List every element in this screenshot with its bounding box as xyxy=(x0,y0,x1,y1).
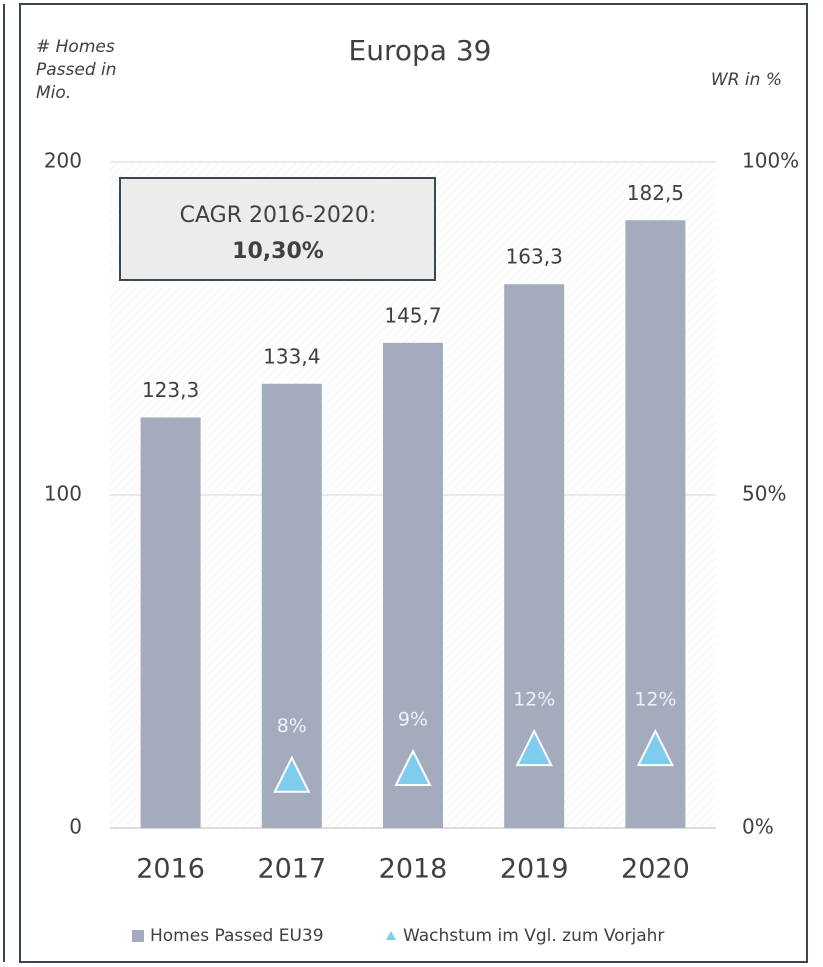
legend-swatch xyxy=(386,931,396,940)
data-label: 182,5 xyxy=(627,181,684,205)
y-tick-label: 0 xyxy=(69,815,82,839)
y2-tick-label: 50% xyxy=(742,482,786,506)
data-label: 9% xyxy=(398,709,428,731)
bar xyxy=(625,220,686,828)
annotation-value: 10,30% xyxy=(232,239,324,264)
x-tick-label: 2020 xyxy=(621,854,690,885)
marker xyxy=(394,748,432,787)
x-tick-label: 2016 xyxy=(136,854,205,885)
y-axis-label: # Homes Passed in Mio. xyxy=(36,37,117,103)
marker xyxy=(636,728,675,767)
bar xyxy=(261,383,322,828)
y2-tick-label: 100% xyxy=(742,149,799,173)
data-label: 123,3 xyxy=(142,378,199,402)
annotation-title: CAGR 2016-2020: xyxy=(180,203,377,228)
legend-swatch xyxy=(132,930,144,942)
x-tick-label: 2017 xyxy=(257,854,326,885)
data-label: 12% xyxy=(513,689,555,711)
bar xyxy=(383,342,443,828)
data-label: 145,7 xyxy=(384,303,441,327)
marker xyxy=(273,755,311,793)
y-tick-label: 100 xyxy=(44,482,82,506)
legend-label: Wachstum im Vgl. zum Vorjahr xyxy=(403,926,664,946)
x-tick-label: 2018 xyxy=(379,854,448,885)
marker xyxy=(515,728,553,767)
data-label: 8% xyxy=(277,715,307,737)
x-tick-label: 2019 xyxy=(500,854,569,885)
data-label: 12% xyxy=(634,689,676,711)
chart-title: Europa 39 xyxy=(349,34,492,67)
annotation-box xyxy=(119,177,436,281)
data-label: 133,4 xyxy=(263,344,320,368)
legend-label: Homes Passed EU39 xyxy=(150,926,324,946)
data-label: 163,3 xyxy=(506,245,563,269)
y2-axis-label: WR in % xyxy=(711,70,782,90)
bar xyxy=(140,417,201,828)
y2-tick-label: 0% xyxy=(742,815,774,839)
y-tick-label: 200 xyxy=(44,149,82,173)
